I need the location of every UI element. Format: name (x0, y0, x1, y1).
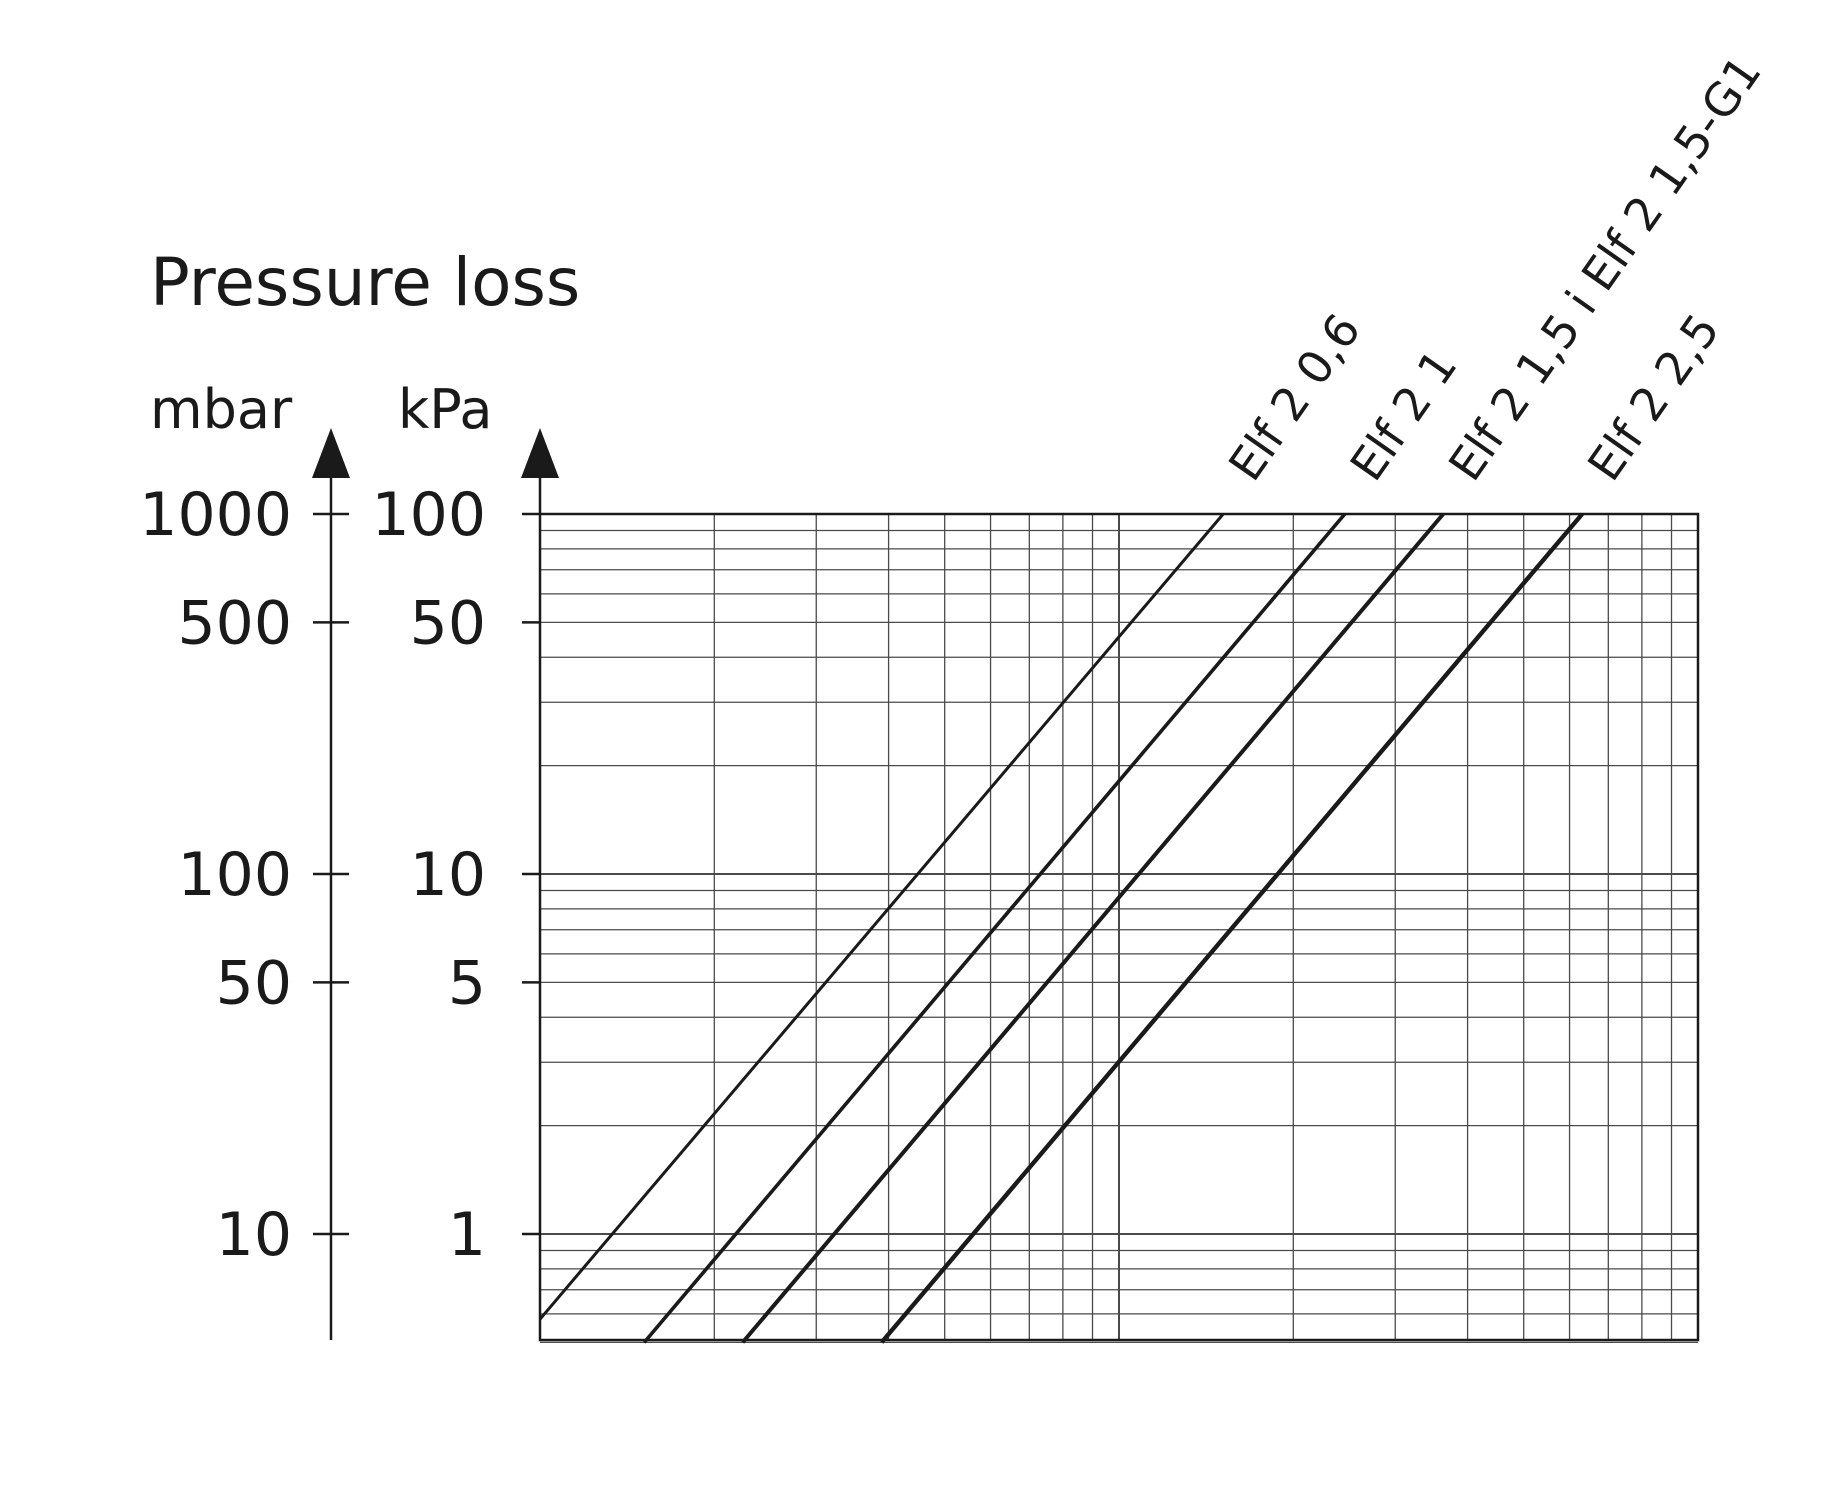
mbar-axis: 1000 500 100 50 10 (139, 428, 350, 1340)
mbar-tick-label: 50 (216, 948, 292, 1018)
plot-frame (538, 512, 1700, 1342)
series-line (538, 513, 1225, 1321)
series-line (741, 512, 1445, 1344)
kpa-tick-label: 1 (448, 1200, 486, 1270)
mbar-tick-label: 10 (216, 1200, 292, 1270)
chart-title: Pressure loss (150, 244, 580, 321)
plot-grid (538, 512, 1700, 1344)
kpa-axis-arrow (521, 428, 559, 478)
kpa-axis: 100 50 10 5 1 (371, 428, 559, 1270)
series-label: Elf 2 1 (1340, 340, 1468, 490)
right-axis-unit: kPa (398, 378, 493, 441)
kpa-tick-label: 5 (448, 948, 486, 1018)
series-line (879, 512, 1584, 1344)
series-lines (538, 512, 1584, 1344)
kpa-tick-label: 10 (410, 840, 486, 910)
mbar-axis-arrow (312, 428, 350, 478)
series-label: Elf 2 2,5 (1577, 304, 1730, 490)
mbar-tick-label: 1000 (139, 480, 292, 550)
mbar-tick-label: 100 (177, 840, 292, 910)
kpa-tick-label: 50 (410, 588, 486, 658)
kpa-tick-label: 100 (371, 480, 486, 550)
series-line (642, 512, 1347, 1344)
left-axis-unit: mbar (150, 378, 293, 441)
mbar-tick-label: 500 (177, 588, 292, 658)
